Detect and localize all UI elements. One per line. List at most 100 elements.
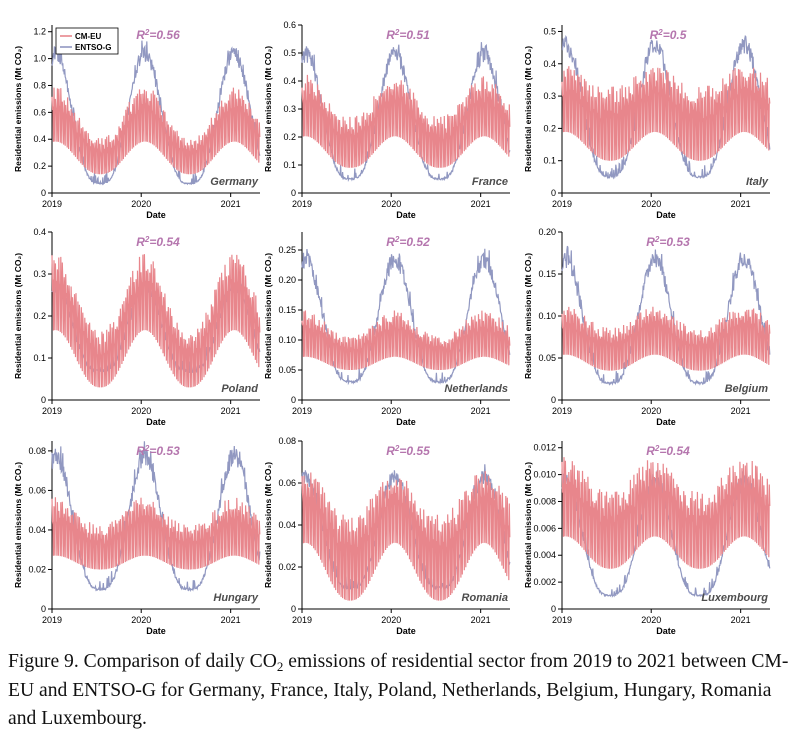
y-tick-label: 0.6 xyxy=(33,107,46,117)
country-label: Germany xyxy=(210,176,259,188)
x-tick-label: 2020 xyxy=(641,406,661,416)
y-tick-label: 0.04 xyxy=(278,520,296,530)
y-tick-label: 0.006 xyxy=(533,523,556,533)
x-tick-label: 2020 xyxy=(381,406,401,416)
y-tick-label: 0.004 xyxy=(533,550,556,560)
x-tick-label: 2019 xyxy=(292,406,312,416)
series-cm-eu xyxy=(51,254,261,388)
y-tick-label: 0.06 xyxy=(28,485,46,495)
x-tick-label: 2020 xyxy=(381,199,401,209)
y-tick-label: 0.2 xyxy=(543,123,556,133)
y-tick-label: 0.002 xyxy=(533,577,556,587)
legend: CM-EU ENTSO-G xyxy=(55,27,119,55)
r2-label: R2=0.5 xyxy=(650,28,687,43)
x-tick-label: 2021 xyxy=(471,406,491,416)
panel-poland: 0 0.1 0.2 0.3 0.4 2019 2020 2021 Date Residential… xyxy=(13,227,261,427)
x-tick-label: 2021 xyxy=(221,199,241,209)
y-tick-label: 0.3 xyxy=(283,104,296,114)
series-cm-eu xyxy=(51,497,261,570)
x-tick-label: 2020 xyxy=(381,615,401,625)
y-tick-label: 0.02 xyxy=(28,564,46,574)
x-tick-label: 2020 xyxy=(641,199,661,209)
y-tick-label: 0.20 xyxy=(538,227,556,237)
panel-germany: 0 0.2 0.4 0.6 0.8 1.0 1.2 2019 2020 2021 Date Resid… xyxy=(13,25,261,220)
y-tick-label: 0.1 xyxy=(543,156,556,166)
y-tick-label: 0.1 xyxy=(283,160,296,170)
r2-label: R2=0.56 xyxy=(136,28,180,43)
legend-label: ENTSO-G xyxy=(75,43,111,52)
x-axis-title: Date xyxy=(396,626,416,636)
x-tick-label: 2020 xyxy=(131,615,151,625)
y-axis-title: Residential emissions (Mt CO₂) xyxy=(263,462,273,588)
x-axis-title: Date xyxy=(656,626,676,636)
country-label: Belgium xyxy=(725,383,769,395)
y-tick-label: 0 xyxy=(41,395,46,405)
x-axis-title: Date xyxy=(146,417,166,427)
legend-label: CM-EU xyxy=(75,32,101,41)
y-axis-title: Residential emissions (Mt CO₂) xyxy=(523,462,533,588)
y-tick-label: 1.0 xyxy=(33,54,46,64)
figure-caption: Figure 9. Comparison of daily CO2 emissi… xyxy=(8,648,794,733)
y-tick-label: 0 xyxy=(291,395,296,405)
x-tick-label: 2021 xyxy=(221,406,241,416)
y-tick-label: 0.06 xyxy=(278,478,296,488)
y-tick-label: 0.012 xyxy=(533,443,556,453)
y-tick-label: 0.2 xyxy=(33,161,46,171)
caption-suffix: emissions of residential sector from 201… xyxy=(8,651,789,729)
series-entso-g xyxy=(561,34,771,180)
y-tick-label: 0.4 xyxy=(283,76,296,86)
series-entso-g xyxy=(51,441,261,593)
y-tick-label: 0.4 xyxy=(543,59,556,69)
x-tick-label: 2021 xyxy=(731,199,751,209)
x-axis-title: Date xyxy=(656,210,676,220)
series-cm-eu xyxy=(301,310,511,371)
r2-label: R2=0.55 xyxy=(386,444,430,459)
x-tick-label: 2021 xyxy=(731,615,751,625)
y-tick-label: 0.008 xyxy=(533,496,556,506)
y-tick-label: 0.5 xyxy=(543,26,556,36)
r2-label: R2=0.51 xyxy=(386,28,430,43)
series-entso-g xyxy=(561,245,771,386)
y-tick-label: 0.10 xyxy=(278,335,296,345)
y-tick-label: 0 xyxy=(41,188,46,198)
series-cm-eu xyxy=(561,306,771,371)
y-axis-title: Residential emissions (Mt CO₂) xyxy=(263,253,273,379)
r2-label: R2=0.53 xyxy=(136,444,180,459)
y-tick-label: 0.2 xyxy=(283,132,296,142)
y-tick-label: 0.04 xyxy=(28,525,46,535)
y-tick-label: 0.3 xyxy=(33,269,46,279)
r2-label: R2=0.53 xyxy=(646,235,690,250)
legend-box xyxy=(55,27,119,55)
panel-belgium: 0 0.05 0.10 0.15 0.20 2019 2020 2021 Date Residen… xyxy=(523,227,771,427)
y-tick-label: 0.3 xyxy=(543,91,556,101)
panel-netherlands: 0 0.05 0.10 0.15 0.20 0.25 2019 2020 2021 Date Res… xyxy=(263,232,511,427)
country-label: Poland xyxy=(221,383,258,395)
y-tick-label: 0.2 xyxy=(33,311,46,321)
caption-subscript: 2 xyxy=(276,659,284,674)
y-tick-label: 0.1 xyxy=(33,353,46,363)
x-tick-label: 2019 xyxy=(292,199,312,209)
y-tick-label: 0.05 xyxy=(278,365,296,375)
x-tick-label: 2019 xyxy=(42,199,62,209)
caption-prefix: Figure 9. Comparison of daily CO xyxy=(8,651,277,672)
series-entso-g xyxy=(51,40,261,186)
x-tick-label: 2021 xyxy=(221,615,241,625)
y-tick-label: 0 xyxy=(291,604,296,614)
y-tick-label: 0.6 xyxy=(283,20,296,30)
panel-romania: 0 0.02 0.04 0.06 0.08 2019 2020 2021 Date Residen… xyxy=(263,436,511,636)
x-axis-title: Date xyxy=(146,210,166,220)
country-label: Luxembourg xyxy=(701,592,768,604)
x-tick-label: 2021 xyxy=(471,199,491,209)
y-tick-label: 0.4 xyxy=(33,227,46,237)
y-tick-label: 0.10 xyxy=(538,311,556,321)
y-tick-label: 0 xyxy=(551,395,556,405)
country-label: France xyxy=(472,176,508,188)
x-axis-title: Date xyxy=(396,210,416,220)
y-tick-label: 1.2 xyxy=(33,27,46,37)
x-axis-title: Date xyxy=(396,417,416,427)
r2-label: R2=0.54 xyxy=(136,235,180,250)
y-tick-label: 0.25 xyxy=(278,245,296,255)
y-tick-label: 0.02 xyxy=(278,562,296,572)
country-label: Netherlands xyxy=(444,383,508,395)
panel-france: 0 0.1 0.2 0.3 0.4 0.5 0.6 2019 2020 2021 Date Resid… xyxy=(263,20,511,220)
